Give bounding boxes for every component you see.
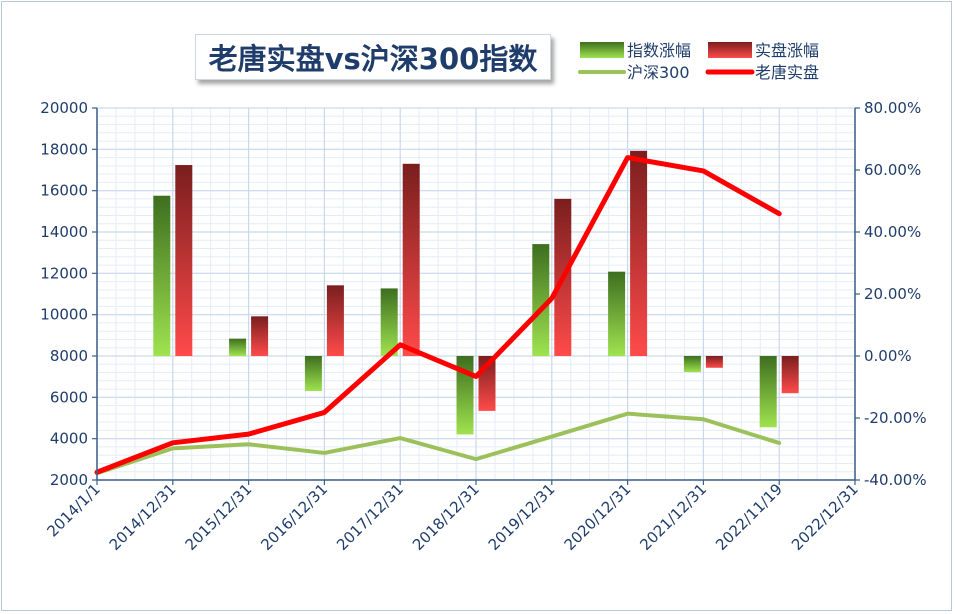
- left-tick-label: 2000: [50, 471, 88, 489]
- line-layer: [94, 155, 782, 476]
- x-tick-label: 2017/12/31: [333, 480, 407, 554]
- right-tick-label: 20.00%: [864, 285, 921, 303]
- bar-index-change: [532, 244, 550, 356]
- legend-swatch-bar: [580, 42, 624, 58]
- left-tick-label: 10000: [40, 306, 88, 324]
- left-tick-label: 20000: [40, 99, 88, 117]
- x-tick-label: 2019/12/31: [485, 480, 559, 554]
- bar-portfolio-change: [175, 165, 193, 356]
- left-tick-label: 18000: [40, 140, 88, 158]
- legend-swatch-bar: [708, 42, 752, 58]
- bar-portfolio-change: [402, 163, 420, 356]
- x-tick-label: 2014/1/1: [43, 480, 103, 540]
- x-tick-label: 2022/12/31: [788, 480, 862, 554]
- bar-portfolio-change: [251, 316, 269, 356]
- bar-index-change: [229, 338, 247, 356]
- x-tick-label: 2015/12/31: [182, 480, 256, 554]
- line-portfolio: [94, 155, 782, 475]
- x-tick-label: 2021/12/31: [636, 480, 710, 554]
- left-tick-label: 12000: [40, 264, 88, 282]
- legend-label: 实盘涨幅: [755, 41, 819, 60]
- x-tick-label: 2018/12/31: [409, 480, 483, 554]
- bar-index-change: [380, 288, 398, 356]
- bar-index-change: [683, 356, 701, 373]
- chart-title: 老唐实盘vs沪深300指数: [195, 34, 551, 80]
- line-csi300: [95, 411, 782, 476]
- bar-portfolio-change: [326, 285, 344, 356]
- bar-portfolio-change: [630, 150, 648, 356]
- right-tick-label: -20.00%: [864, 409, 927, 427]
- left-tick-label: 4000: [50, 430, 88, 448]
- left-tick-label: 14000: [40, 223, 88, 241]
- left-tick-label: 16000: [40, 182, 88, 200]
- bar-index-change: [304, 356, 322, 392]
- bar-portfolio-change: [705, 356, 723, 368]
- legend-label: 指数涨幅: [627, 41, 691, 60]
- right-tick-label: 60.00%: [864, 161, 921, 179]
- x-tick-label: 2020/12/31: [561, 480, 635, 554]
- right-tick-label: 0.00%: [864, 347, 912, 365]
- x-tick-label: 2014/12/31: [106, 480, 180, 554]
- legend-label: 老唐实盘: [755, 63, 819, 82]
- bar-portfolio-change: [781, 356, 799, 394]
- bar-index-change: [153, 195, 171, 356]
- right-tick-label: 80.00%: [864, 99, 921, 117]
- bar-index-change: [759, 356, 777, 428]
- x-tick-label: 2016/12/31: [257, 480, 331, 554]
- bar-index-change: [608, 271, 626, 356]
- right-tick-label: 40.00%: [864, 223, 921, 241]
- x-tick-label: 2022/11/19: [712, 480, 786, 554]
- legend-label: 沪深300: [627, 63, 690, 82]
- left-tick-label: 6000: [50, 388, 88, 406]
- left-tick-label: 8000: [50, 347, 88, 365]
- right-tick-label: -40.00%: [864, 471, 927, 489]
- grid-layer: [96, 107, 856, 481]
